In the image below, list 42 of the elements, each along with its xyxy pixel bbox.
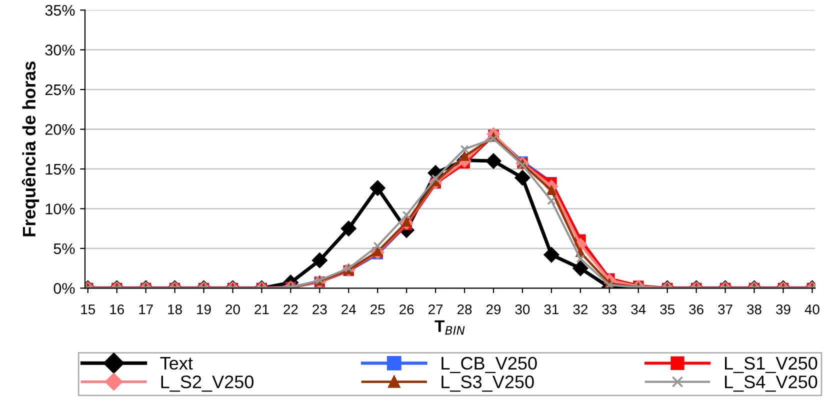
x-tick-label: 15 [81,304,96,314]
x-tick-label: 16 [110,304,124,314]
legend-label: L_S2_V250 [161,376,254,392]
y-axis-title: Frequência de horas [22,62,40,236]
x-tick-label: 34 [631,304,646,314]
x-tick-label: 32 [573,304,588,314]
y-tick-label: 30% [45,44,75,56]
legend-label: L_S4_V250 [724,376,818,392]
y-tick-label: 20% [45,124,75,135]
x-tick-label: 29 [486,304,501,314]
x-tick-label: 33 [602,304,617,314]
x-tick-label: 28 [458,304,472,314]
x-tick-label: 24 [342,304,356,314]
y-tick-label: 5% [54,243,75,254]
x-axis-title: T$_{BIN}$ [434,320,465,335]
x-tick-label: 22 [284,304,298,314]
x-tick-label: 25 [370,304,385,314]
x-tick-label: 31 [544,304,558,314]
y-tick-label: 25% [45,84,75,96]
x-tick-label: 17 [139,304,153,314]
x-tick-label: 18 [168,304,182,314]
y-tick-label: 0% [54,283,75,294]
x-tick-label: 20 [226,304,240,314]
y-tick-label: 15% [46,164,75,175]
x-tick-label: 23 [312,304,327,314]
y-tick-label: 35% [45,4,75,16]
x-tick-label: 36 [689,304,704,314]
x-tick-label: 21 [254,304,269,314]
x-tick-label: 30 [515,304,530,314]
legend-label: L_CB_V250 [442,356,537,374]
legend-label: Text [160,357,193,370]
x-tick-label: 27 [428,304,443,314]
y-tick-label: 10% [46,204,75,214]
x-tick-label: 35 [660,304,674,314]
x-tick-label: 40 [804,304,820,314]
legend-label: L_S3_V250 [442,376,534,392]
legend-label: L_S1_V250 [724,356,818,374]
x-tick-label: 26 [400,304,414,314]
x-tick-label: 38 [747,304,762,314]
x-tick-label: 19 [197,304,211,314]
x-tick-label: 39 [776,304,790,314]
x-tick-label: 37 [718,304,732,314]
